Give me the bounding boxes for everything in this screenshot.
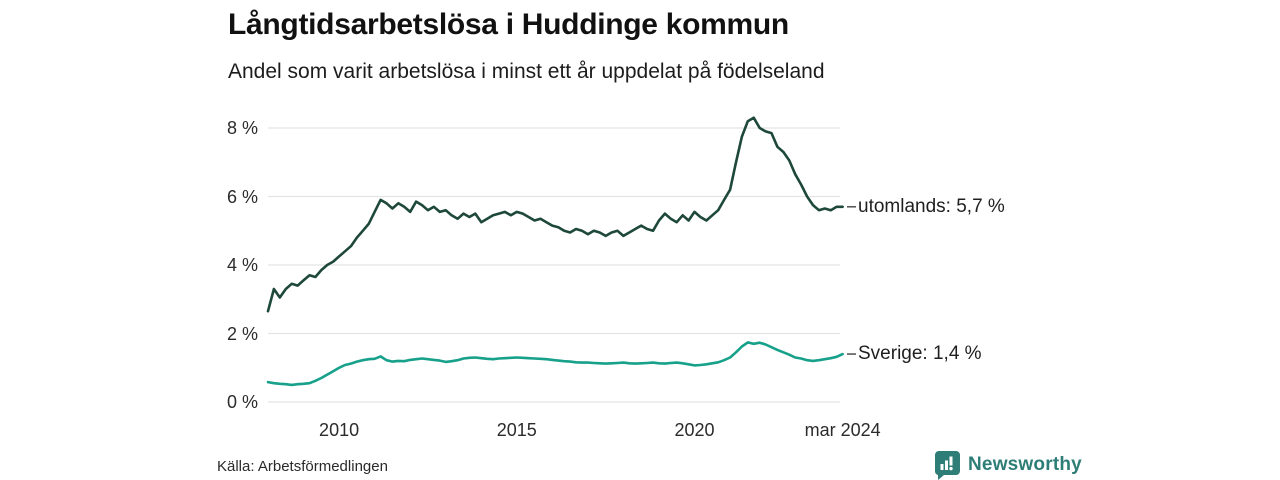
x-axis-tick-label: mar 2024 xyxy=(804,420,881,440)
series-label-sverige: Sverige: 1,4 % xyxy=(858,343,982,365)
y-axis-tick-label: 2 % xyxy=(226,323,258,344)
brand-name: Newsworthy xyxy=(968,454,1082,475)
series-label-utomlands: utomlands: 5,7 % xyxy=(858,195,1005,217)
y-axis-tick-label: 4 % xyxy=(226,255,258,275)
y-axis-tick-label: 0 % xyxy=(226,392,258,412)
newsworthy-bar-chart-bubble-icon xyxy=(934,450,961,480)
series-line-sverige xyxy=(266,341,844,387)
source-note: Källa: Arbetsförmedlingen xyxy=(217,458,388,475)
y-axis-tick-label: 8 % xyxy=(226,118,258,138)
page-title: Långtidsarbetslösa i Huddinge kommun xyxy=(228,8,789,41)
x-axis-tick-label: 2010 xyxy=(319,420,360,440)
x-axis-tick-label: 2020 xyxy=(674,420,715,440)
x-axis-tick-label: 2015 xyxy=(496,420,537,440)
page-subtitle: Andel som varit arbetslösa i minst ett å… xyxy=(228,60,825,83)
brand-logo: Newsworthy xyxy=(934,450,1082,480)
y-axis-tick-label: 6 % xyxy=(226,186,258,207)
series-line-utomlands xyxy=(266,116,844,313)
